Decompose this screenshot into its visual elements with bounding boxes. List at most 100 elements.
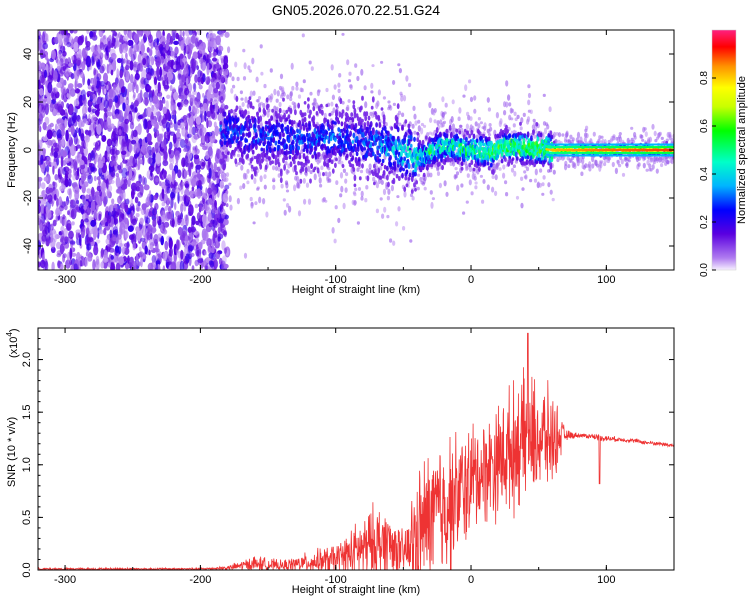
spectrogram-cell [39, 104, 42, 114]
spectrogram-cell [150, 68, 155, 77]
spectrogram-cell [128, 47, 133, 58]
spectrogram-cell [248, 69, 252, 73]
spectrogram-cell [223, 111, 227, 117]
spectrogram-cell [378, 122, 382, 128]
spectrogram-cell [378, 153, 382, 158]
spectrogram-cell [381, 213, 385, 219]
spectrogram-cell [242, 183, 246, 189]
spectrogram-cell [185, 214, 189, 227]
spectrogram-cell [165, 121, 171, 132]
spectrogram-cell [245, 138, 249, 143]
spectrogram-cell [87, 165, 93, 175]
spectrogram-cell [281, 86, 285, 93]
spectrogram-cell [81, 48, 86, 59]
spectrogram-cell [51, 261, 55, 270]
spectrogram-cell [413, 130, 417, 135]
spectrogram-cell [341, 109, 345, 114]
spectrogram-cell [357, 161, 361, 167]
spectrogram-cell [180, 39, 185, 51]
spectrogram-cell [59, 118, 64, 124]
spectrogram-cell [512, 123, 516, 128]
spectrogram-cell [371, 151, 375, 157]
spectrogram-cell [115, 262, 121, 270]
spectrogram-cell [660, 136, 664, 140]
spectrogram-cell [428, 101, 432, 109]
spectrogram-cell [305, 148, 309, 153]
spectrogram-cell [353, 200, 357, 206]
spectrogram-cell [41, 222, 48, 227]
spectrogram-cell [308, 60, 312, 65]
spectrogram-cell [253, 122, 257, 129]
spectrogram-cell [310, 147, 313, 153]
spectrogram-cell [188, 165, 192, 178]
spectrogram-cell [567, 164, 571, 169]
spectrogram-cell [400, 96, 404, 102]
spectrogram-cell [226, 151, 230, 156]
spectrogram-cell [44, 50, 48, 60]
spectrogram-cell [173, 121, 178, 131]
spectrogram-cell [260, 71, 264, 76]
spectrogram-cell [134, 100, 139, 107]
spectrogram-cell [115, 176, 121, 188]
spectrogram-cell [230, 108, 233, 114]
spectrogram-cell [607, 156, 612, 161]
spectrogram-cell [285, 156, 289, 161]
spectrogram-cell [363, 147, 367, 151]
spectrogram-cell [56, 253, 62, 258]
spectrogram-cell [393, 165, 397, 170]
spectrogram-cell [206, 111, 212, 118]
spectrogram-cell [307, 198, 312, 205]
spectrogram-cell [39, 74, 45, 84]
spectrogram-cell [133, 50, 137, 60]
spectrogram-cell [159, 181, 162, 187]
spectrogram-cell [214, 200, 217, 208]
spectrogram-cell [468, 79, 472, 84]
spectrogram-cell [59, 185, 65, 192]
spectrogram-cell [93, 245, 99, 256]
spectrogram-cell [474, 181, 478, 185]
spectrogram-cell [334, 162, 337, 168]
spectrogram-cell [71, 211, 75, 218]
spectrogram-cell [382, 169, 386, 176]
spectrogram-cell [368, 163, 372, 170]
spectrogram-cell [402, 226, 406, 231]
spectrogram-cell [168, 148, 172, 155]
spectrogram-cell [84, 140, 89, 149]
spectrogram-cell [117, 246, 122, 255]
spectrogram-cell [124, 107, 128, 120]
spectrogram-cell [411, 196, 415, 201]
spectrogram-cell [519, 126, 523, 131]
spectrogram-cell [288, 205, 292, 213]
spectrogram-cell [81, 194, 86, 204]
spectrogram-cell [390, 184, 394, 192]
spectrogram-cell [417, 119, 421, 124]
spectrogram-cell [242, 76, 247, 81]
spectrogram-cell [122, 183, 128, 190]
spectrogram-cell [244, 96, 248, 104]
spectrogram-cell [199, 214, 202, 222]
spectrogram-cell [183, 204, 187, 212]
spectrogram-cell [339, 193, 343, 198]
spectrogram-cell [70, 199, 74, 206]
spectrogram-cell [289, 161, 293, 168]
spectrogram-cell [127, 82, 133, 93]
spectrogram-cell [303, 112, 307, 117]
spectrogram-cell [366, 120, 370, 127]
spectrogram-cell [322, 172, 325, 177]
spectrogram-cell [80, 133, 85, 142]
spectrogram-cell [414, 120, 418, 126]
spectrogram-cell [330, 125, 334, 131]
spectrogram-cell [291, 150, 295, 155]
spectrogram-cell [330, 64, 334, 71]
spectrogram-cell [66, 103, 70, 109]
spectrogram-cell [146, 106, 152, 118]
spectrogram-cell [183, 120, 187, 127]
spectrogram-cell [457, 116, 461, 122]
spectrogram-cell [473, 95, 477, 101]
spectrogram-cell [103, 227, 107, 236]
spectrogram-cell [157, 81, 161, 94]
spectrogram-cell [436, 120, 440, 126]
spectrogram-cell [182, 30, 185, 37]
spectrogram-cell [191, 215, 196, 226]
